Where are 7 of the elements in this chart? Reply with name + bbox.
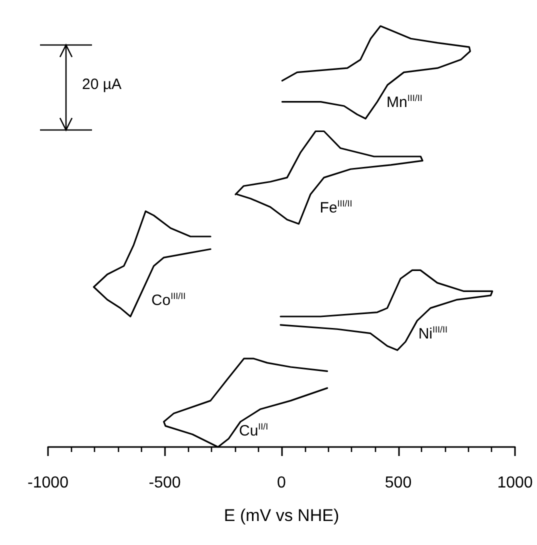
annotation: 20 µA [82,76,122,93]
x-tick-label: 0 [277,474,286,492]
x-tick-label: -1000 [28,474,69,492]
x-tick-label: 500 [384,474,412,492]
x-tick-label: -500 [148,474,181,492]
x-tick-label: 1000 [497,474,533,492]
x-axis-title: E (mV vs NHE) [224,506,340,525]
